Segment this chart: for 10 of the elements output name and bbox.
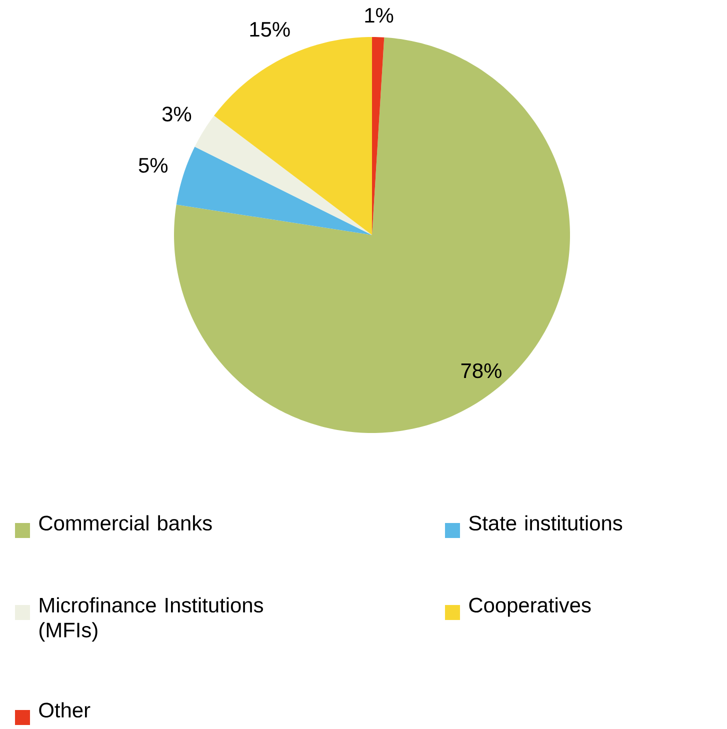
legend-label: Commercial banks: [39, 515, 212, 531]
data-label: 3%: [162, 106, 192, 122]
legend-label: State institutions: [469, 515, 622, 531]
data-label: 5%: [138, 158, 168, 173]
legend-label: Other: [39, 702, 90, 718]
legend-label: Cooperatives: [469, 597, 591, 617]
data-label: 15%: [250, 22, 290, 37]
data-label: 78%: [461, 363, 502, 378]
legend-label: Microfinance Institutions (MFIs): [39, 597, 263, 642]
data-label: 1%: [365, 8, 394, 23]
